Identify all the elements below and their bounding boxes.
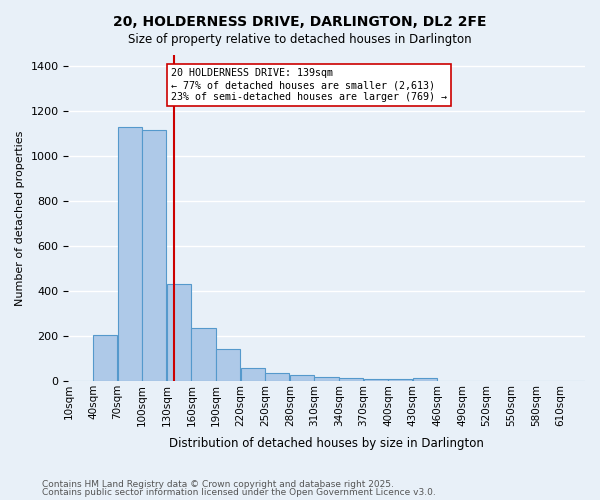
Bar: [364, 379, 388, 381]
Bar: [413, 378, 437, 381]
Bar: [118, 127, 142, 381]
Bar: [167, 284, 191, 381]
Bar: [216, 348, 240, 381]
Bar: [388, 380, 412, 381]
Text: 20 HOLDERNESS DRIVE: 139sqm
← 77% of detached houses are smaller (2,613)
23% of : 20 HOLDERNESS DRIVE: 139sqm ← 77% of det…: [171, 68, 447, 102]
Text: Contains HM Land Registry data © Crown copyright and database right 2025.: Contains HM Land Registry data © Crown c…: [42, 480, 394, 489]
Y-axis label: Number of detached properties: Number of detached properties: [15, 130, 25, 306]
Bar: [314, 376, 338, 381]
Bar: [241, 368, 265, 381]
Bar: [339, 378, 363, 381]
Bar: [142, 130, 166, 381]
Bar: [93, 335, 117, 381]
Bar: [191, 328, 215, 381]
Text: 20, HOLDERNESS DRIVE, DARLINGTON, DL2 2FE: 20, HOLDERNESS DRIVE, DARLINGTON, DL2 2F…: [113, 15, 487, 29]
X-axis label: Distribution of detached houses by size in Darlington: Distribution of detached houses by size …: [169, 437, 484, 450]
Bar: [290, 376, 314, 381]
Text: Contains public sector information licensed under the Open Government Licence v3: Contains public sector information licen…: [42, 488, 436, 497]
Bar: [265, 373, 289, 381]
Text: Size of property relative to detached houses in Darlington: Size of property relative to detached ho…: [128, 32, 472, 46]
